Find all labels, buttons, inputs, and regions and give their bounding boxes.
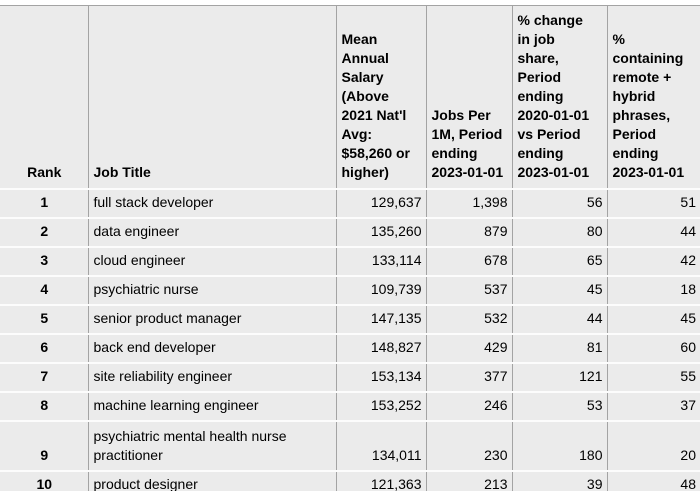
- table-row: 4 psychiatric nurse 109,739 537 45 18: [0, 275, 700, 306]
- cell-pct-change-job-share: 44: [512, 304, 608, 335]
- table-row: 8 machine learning engineer 153,252 246 53 37: [0, 391, 700, 422]
- cell-pct-change-job-share: 45: [512, 275, 608, 306]
- cell-pct-remote-hybrid: 18: [607, 275, 700, 306]
- table-header: Rank Job Title Mean Annual Salary (Above 2…: [0, 5, 700, 190]
- cell-pct-change-job-share: 80: [512, 217, 608, 248]
- cell-pct-change-job-share: 180: [512, 420, 608, 472]
- cell-rank: 1: [0, 188, 89, 219]
- cell-mean-annual-salary: 135,260: [336, 217, 427, 248]
- cell-mean-annual-salary: 153,134: [336, 362, 427, 393]
- cell-jobs-per-1m: 678: [426, 246, 513, 277]
- cell-mean-annual-salary: 134,011: [336, 420, 427, 472]
- cell-pct-remote-hybrid: 45: [607, 304, 700, 335]
- table-row: 2 data engineer 135,260 879 80 44: [0, 217, 700, 248]
- cell-job-title: cloud engineer: [88, 246, 337, 277]
- cell-pct-remote-hybrid: 48: [607, 470, 700, 491]
- cell-job-title: machine learning engineer: [88, 391, 337, 422]
- table-row: 3 cloud engineer 133,114 678 65 42: [0, 246, 700, 277]
- column-header-mean-annual-salary: Mean Annual Salary (Above 2021 Nat'l Avg…: [336, 5, 427, 190]
- cell-job-title: psychiatric mental health nurse practiti…: [88, 420, 337, 472]
- column-header-rank: Rank: [0, 5, 89, 190]
- cell-pct-change-job-share: 39: [512, 470, 608, 491]
- cell-jobs-per-1m: 213: [426, 470, 513, 491]
- cell-rank: 3: [0, 246, 89, 277]
- cell-pct-change-job-share: 81: [512, 333, 608, 364]
- cell-jobs-per-1m: 246: [426, 391, 513, 422]
- table-row: 5 senior product manager 147,135 532 44 45: [0, 304, 700, 335]
- cell-pct-remote-hybrid: 44: [607, 217, 700, 248]
- cell-rank: 4: [0, 275, 89, 306]
- cell-pct-remote-hybrid: 37: [607, 391, 700, 422]
- cell-jobs-per-1m: 879: [426, 217, 513, 248]
- cell-pct-change-job-share: 65: [512, 246, 608, 277]
- cell-jobs-per-1m: 230: [426, 420, 513, 472]
- cell-job-title: site reliability engineer: [88, 362, 337, 393]
- cell-rank: 2: [0, 217, 89, 248]
- table-row: 1 full stack developer 129,637 1,398 56 51: [0, 188, 700, 219]
- column-header-pct-change-job-share: % change in job share, Period ending 202…: [512, 5, 608, 190]
- table-body: 1 full stack developer 129,637 1,398 56 51 2 da…: [0, 188, 700, 491]
- cell-mean-annual-salary: 133,114: [336, 246, 427, 277]
- header-row: Rank Job Title Mean Annual Salary (Above 2…: [0, 5, 700, 190]
- cell-job-title: back end developer: [88, 333, 337, 364]
- cell-job-title: senior product manager: [88, 304, 337, 335]
- cell-pct-remote-hybrid: 51: [607, 188, 700, 219]
- cell-pct-remote-hybrid: 60: [607, 333, 700, 364]
- cell-rank: 5: [0, 304, 89, 335]
- cell-job-title: psychiatric nurse: [88, 275, 337, 306]
- cell-pct-remote-hybrid: 55: [607, 362, 700, 393]
- column-header-jobs-per-1m: Jobs Per 1M, Period ending 2023-01-01: [426, 5, 513, 190]
- cell-rank: 9: [0, 420, 89, 472]
- cell-mean-annual-salary: 148,827: [336, 333, 427, 364]
- jobs-ranking-table: Rank Job Title Mean Annual Salary (Above 2…: [0, 5, 700, 491]
- cell-jobs-per-1m: 537: [426, 275, 513, 306]
- cell-job-title: data engineer: [88, 217, 337, 248]
- cell-pct-change-job-share: 53: [512, 391, 608, 422]
- cell-mean-annual-salary: 147,135: [336, 304, 427, 335]
- cell-rank: 7: [0, 362, 89, 393]
- cell-mean-annual-salary: 153,252: [336, 391, 427, 422]
- table-row: 6 back end developer 148,827 429 81 60: [0, 333, 700, 364]
- cell-pct-remote-hybrid: 20: [607, 420, 700, 472]
- cell-pct-remote-hybrid: 42: [607, 246, 700, 277]
- column-header-job-title: Job Title: [88, 5, 337, 190]
- cell-mean-annual-salary: 121,363: [336, 470, 427, 491]
- cell-pct-change-job-share: 121: [512, 362, 608, 393]
- table-row: 7 site reliability engineer 153,134 377 121 5…: [0, 362, 700, 393]
- cell-pct-change-job-share: 56: [512, 188, 608, 219]
- cell-rank: 10: [0, 470, 89, 491]
- table-row: 10 product designer 121,363 213 39 48: [0, 470, 700, 491]
- cell-jobs-per-1m: 1,398: [426, 188, 513, 219]
- column-header-pct-remote-hybrid: % containing remote + hybrid phrases, Pe…: [607, 5, 700, 190]
- cell-job-title: product designer: [88, 470, 337, 491]
- table-row: 9 psychiatric mental health nurse practit…: [0, 420, 700, 472]
- cell-mean-annual-salary: 129,637: [336, 188, 427, 219]
- cell-jobs-per-1m: 429: [426, 333, 513, 364]
- cell-rank: 8: [0, 391, 89, 422]
- cell-jobs-per-1m: 377: [426, 362, 513, 393]
- cell-rank: 6: [0, 333, 89, 364]
- cell-job-title: full stack developer: [88, 188, 337, 219]
- cell-mean-annual-salary: 109,739: [336, 275, 427, 306]
- cell-jobs-per-1m: 532: [426, 304, 513, 335]
